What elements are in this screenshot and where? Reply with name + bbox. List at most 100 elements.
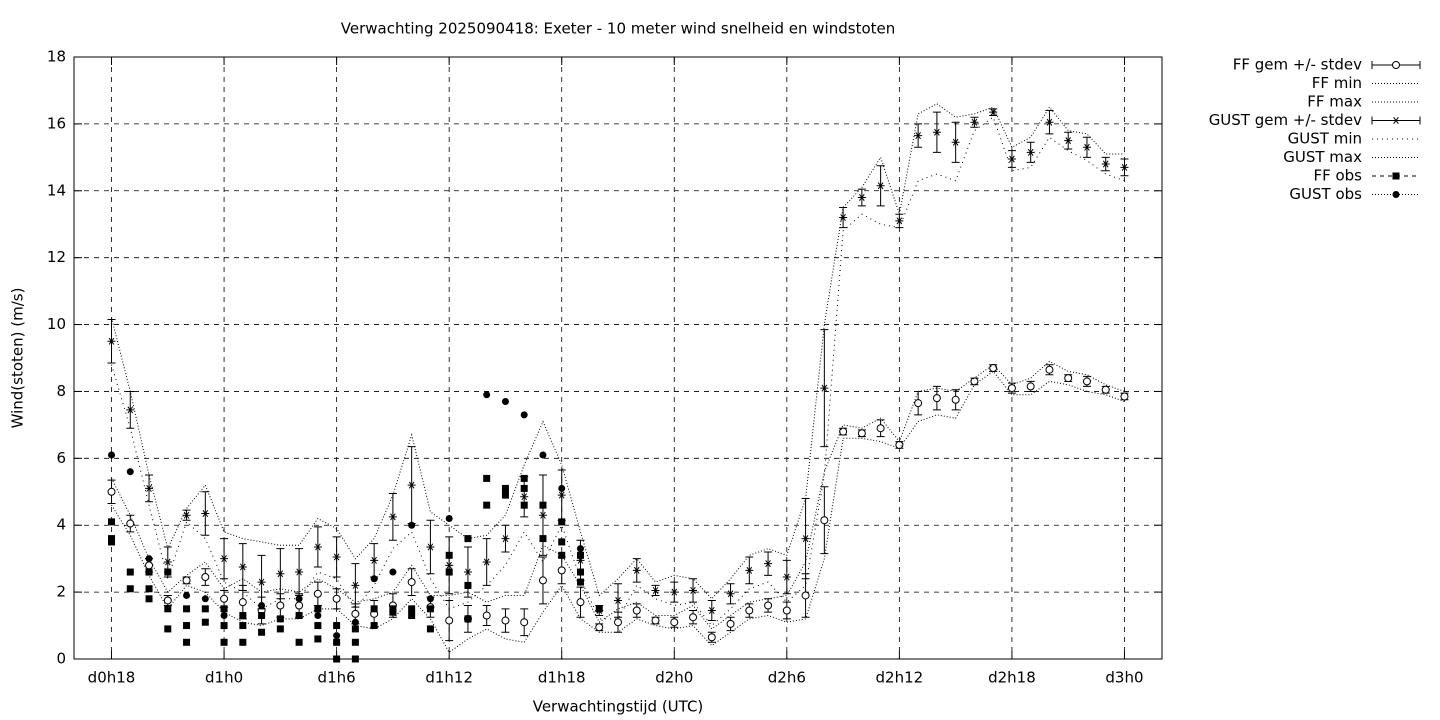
marker — [782, 606, 791, 615]
marker — [314, 612, 322, 620]
error-point — [1045, 110, 1054, 135]
error-point — [707, 631, 716, 643]
marker — [1007, 384, 1016, 393]
marker — [820, 516, 829, 525]
marker — [1392, 116, 1400, 125]
error-point — [820, 486, 829, 555]
error-point — [163, 594, 172, 606]
legend-label: GUST gem +/- stdev — [1209, 111, 1362, 129]
marker — [276, 625, 284, 633]
error-point — [1007, 150, 1016, 168]
error-point — [857, 188, 866, 207]
y-tick-label: 14 — [47, 181, 66, 199]
x-tick-label: d1h6 — [318, 669, 356, 687]
marker — [239, 622, 247, 630]
marker — [801, 535, 810, 543]
x-tick-label: d2h6 — [768, 669, 806, 687]
error-point — [989, 108, 998, 117]
y-tick-label: 0 — [56, 650, 66, 668]
marker — [876, 182, 885, 190]
marker — [370, 622, 378, 630]
marker — [314, 605, 322, 613]
marker — [557, 491, 566, 499]
marker — [857, 429, 866, 438]
marker — [314, 635, 322, 643]
marker — [426, 595, 434, 603]
marker — [558, 484, 566, 492]
x-tick-label: d1h12 — [425, 669, 473, 687]
y-tick-label: 18 — [47, 48, 66, 66]
marker — [295, 638, 303, 646]
error-point — [145, 474, 154, 503]
error-point — [557, 469, 566, 521]
y-tick-label: 16 — [47, 114, 66, 132]
marker — [313, 589, 322, 598]
error-point — [782, 601, 791, 620]
marker — [183, 622, 191, 630]
marker — [1045, 365, 1054, 374]
error-point — [689, 610, 698, 625]
marker — [576, 568, 584, 576]
marker — [370, 556, 379, 564]
marker — [108, 518, 116, 526]
marker — [258, 601, 266, 609]
plot-frame — [73, 56, 1163, 660]
marker — [1101, 160, 1110, 168]
marker — [145, 595, 153, 603]
marker — [370, 575, 378, 583]
error-point — [820, 329, 829, 448]
marker — [501, 616, 510, 625]
legend-label: FF min — [1312, 74, 1362, 92]
error-point — [445, 536, 454, 595]
y-tick-label: 12 — [47, 248, 66, 266]
marker — [1007, 155, 1016, 163]
marker — [782, 573, 791, 581]
legend-label: FF max — [1307, 93, 1362, 111]
marker — [107, 337, 116, 345]
marker — [520, 493, 529, 501]
marker — [389, 608, 397, 616]
marker — [576, 551, 584, 559]
marker — [820, 384, 829, 392]
error-point — [707, 599, 716, 622]
error-point — [1026, 380, 1035, 392]
x-tick-label: d2h12 — [876, 669, 924, 687]
error-point — [538, 474, 547, 556]
error-point — [932, 385, 941, 411]
error-point — [313, 581, 322, 606]
error-point — [632, 558, 641, 583]
marker — [839, 427, 848, 436]
marker — [389, 568, 397, 576]
marker — [201, 605, 209, 613]
error-point — [295, 548, 304, 596]
error-point — [351, 563, 360, 608]
marker — [107, 487, 116, 496]
error-point — [895, 213, 904, 229]
marker — [351, 609, 360, 618]
marker — [220, 638, 228, 646]
error-point — [970, 116, 979, 128]
marker — [408, 605, 416, 613]
marker — [520, 411, 528, 419]
marker — [220, 612, 228, 620]
marker — [576, 578, 584, 586]
error-point — [557, 556, 566, 585]
error-point — [501, 524, 510, 553]
marker — [726, 619, 735, 628]
error-point — [370, 543, 379, 578]
error-point — [276, 548, 285, 600]
marker — [332, 594, 341, 603]
marker — [183, 591, 191, 599]
marker — [482, 611, 491, 620]
error-point — [951, 121, 960, 163]
marker — [108, 451, 116, 459]
marker — [145, 555, 153, 563]
marker — [520, 501, 528, 509]
marker — [239, 638, 247, 646]
marker — [164, 568, 172, 576]
marker — [914, 399, 923, 408]
y-tick-label: 4 — [56, 516, 66, 534]
marker — [989, 108, 998, 116]
